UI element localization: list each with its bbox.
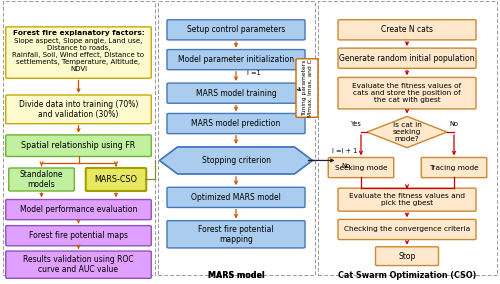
FancyBboxPatch shape xyxy=(167,20,305,40)
Text: Forest fire explanatory factors:: Forest fire explanatory factors: xyxy=(12,30,144,36)
FancyBboxPatch shape xyxy=(338,20,476,40)
Text: Seeking mode: Seeking mode xyxy=(335,164,387,171)
Text: Cat Swarm Optimization (CSO): Cat Swarm Optimization (CSO) xyxy=(338,271,476,280)
FancyBboxPatch shape xyxy=(6,27,151,78)
Text: Evaluate the fitness values and
pick the gbest: Evaluate the fitness values and pick the… xyxy=(349,193,465,206)
Text: Generate random initial population: Generate random initial population xyxy=(339,54,475,63)
Text: Forest fire potential maps: Forest fire potential maps xyxy=(29,231,128,240)
FancyBboxPatch shape xyxy=(328,157,394,178)
FancyBboxPatch shape xyxy=(6,135,151,156)
Polygon shape xyxy=(367,116,447,148)
Text: MARS model: MARS model xyxy=(208,271,264,280)
FancyBboxPatch shape xyxy=(167,113,305,134)
Text: Stopping criterion: Stopping criterion xyxy=(202,156,270,165)
Text: i =i + 1: i =i + 1 xyxy=(332,148,358,154)
Text: Results validation using ROC
curve and AUC value: Results validation using ROC curve and A… xyxy=(23,255,134,274)
Text: No: No xyxy=(450,121,458,128)
FancyBboxPatch shape xyxy=(9,168,74,191)
Text: Tuning parameters
Mmax, lmax, and C: Tuning parameters Mmax, lmax, and C xyxy=(302,59,312,117)
Polygon shape xyxy=(160,147,312,174)
Text: Standalone
models: Standalone models xyxy=(20,170,63,189)
Text: MARS model training: MARS model training xyxy=(196,89,276,98)
Text: MARS model: MARS model xyxy=(208,271,264,280)
Text: Create N cats: Create N cats xyxy=(381,25,433,34)
FancyBboxPatch shape xyxy=(167,83,305,103)
Text: Model parameter initialization: Model parameter initialization xyxy=(178,55,294,64)
FancyBboxPatch shape xyxy=(296,59,318,117)
FancyBboxPatch shape xyxy=(421,157,487,178)
FancyBboxPatch shape xyxy=(376,247,438,266)
Text: Is cat in
seeking
mode?: Is cat in seeking mode? xyxy=(392,122,422,142)
Text: i =1: i =1 xyxy=(246,70,260,76)
FancyBboxPatch shape xyxy=(338,188,476,211)
Text: No: No xyxy=(341,162,350,169)
Text: Spatial relationship using FR: Spatial relationship using FR xyxy=(22,141,136,150)
Bar xyxy=(158,1,315,275)
FancyBboxPatch shape xyxy=(6,199,151,220)
FancyBboxPatch shape xyxy=(6,225,151,246)
Bar xyxy=(2,1,155,275)
FancyBboxPatch shape xyxy=(167,221,305,248)
Text: Checking the convergence criteria: Checking the convergence criteria xyxy=(344,226,470,233)
Text: Optimized MARS model: Optimized MARS model xyxy=(191,193,281,202)
Bar xyxy=(318,1,496,275)
Text: Evaluate the fitness values of
cats and store the position of
the cat with gbest: Evaluate the fitness values of cats and … xyxy=(352,83,462,103)
Text: Divide data into training (70%)
and validation (30%): Divide data into training (70%) and vali… xyxy=(19,100,138,119)
FancyBboxPatch shape xyxy=(86,168,146,191)
FancyBboxPatch shape xyxy=(6,251,151,278)
FancyBboxPatch shape xyxy=(167,187,305,207)
Text: Slope aspect, Slope angle, Land use,
Distance to roads,
Rainfall, Soil, Wind eff: Slope aspect, Slope angle, Land use, Dis… xyxy=(12,38,144,72)
Text: Tracing mode: Tracing mode xyxy=(429,164,479,171)
FancyBboxPatch shape xyxy=(6,95,151,124)
FancyBboxPatch shape xyxy=(338,219,476,240)
Text: Forest fire potential
mapping: Forest fire potential mapping xyxy=(198,225,274,244)
Text: Stop: Stop xyxy=(398,252,415,261)
FancyBboxPatch shape xyxy=(338,48,476,68)
Text: Setup control parameters: Setup control parameters xyxy=(187,25,285,34)
FancyBboxPatch shape xyxy=(167,49,305,70)
Text: MARS-CSO: MARS-CSO xyxy=(94,175,138,184)
FancyBboxPatch shape xyxy=(338,77,476,109)
Text: Model performance evaluation: Model performance evaluation xyxy=(20,205,137,214)
Text: MARS model prediction: MARS model prediction xyxy=(192,119,280,128)
Text: Yes: Yes xyxy=(351,121,362,128)
